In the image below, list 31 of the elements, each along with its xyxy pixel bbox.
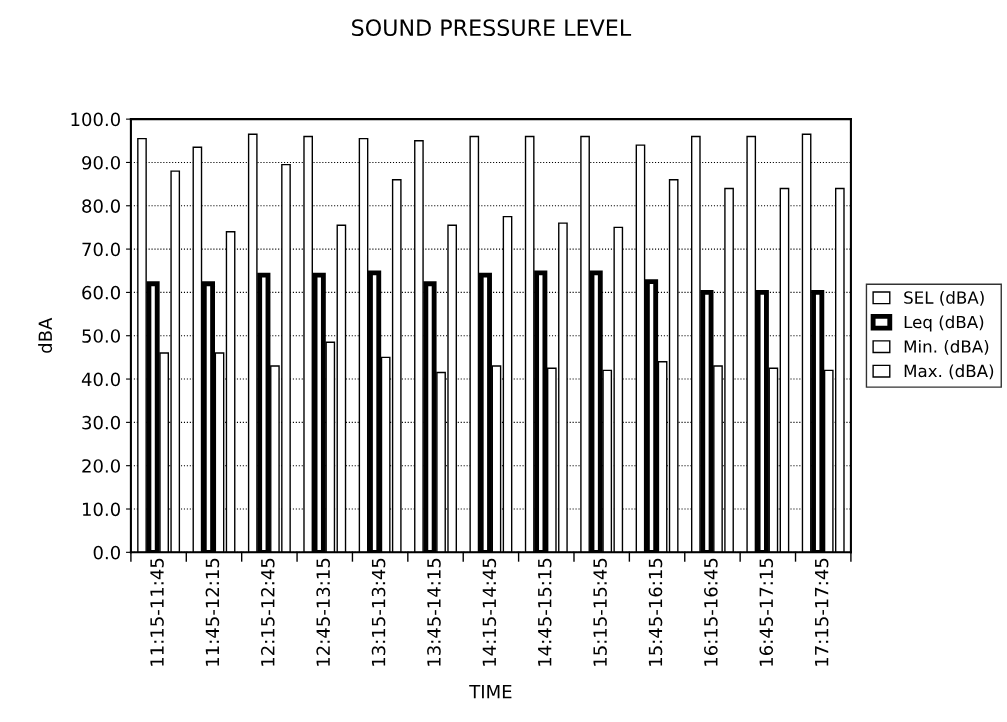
- y-tick-label: 20.0: [82, 459, 120, 473]
- y-tick-label: 10.0: [82, 502, 120, 517]
- legend-label: Max. (dBA): [904, 364, 994, 380]
- x-tick-label: 11:15-11:45: [150, 558, 164, 666]
- legend-label: Leq (dBA): [904, 315, 984, 332]
- y-axis-title: dBA: [38, 317, 53, 353]
- y-tick-label: 90.0: [82, 155, 120, 170]
- x-tick-label: 13:45-14:15: [427, 558, 441, 666]
- x-tick-label: 12:15-12:45: [260, 558, 275, 666]
- x-tick-label: 14:15-14:45: [482, 558, 497, 666]
- chart-title: SOUND PRESSURE LEVEL: [352, 19, 632, 37]
- y-tick-label: 40.0: [81, 372, 120, 387]
- y-tick-label: 30.0: [82, 415, 120, 430]
- x-tick-label: 15:15-15:45: [593, 558, 607, 666]
- x-tick-label: 16:15-16:45: [704, 558, 718, 666]
- x-tick-label: 12:45-13:15: [316, 558, 330, 666]
- legend-label: Min. (dBA): [904, 339, 989, 355]
- x-tick-label: 14:45-15:15: [538, 558, 552, 666]
- x-tick-label: 13:15-13:45: [371, 558, 386, 666]
- legend-label: SEL (dBA): [904, 290, 984, 306]
- y-tick-label: 70.0: [82, 242, 120, 257]
- y-tick-label: 80.0: [82, 199, 120, 213]
- y-tick-label: 50.0: [82, 329, 120, 343]
- y-tick-label: 0.0: [93, 545, 120, 560]
- y-tick-label: 100.0: [71, 112, 120, 127]
- x-tick-label: 11:45-12:15: [205, 558, 220, 666]
- x-tick-label: 17:15-17:45: [815, 558, 829, 666]
- x-tick-label: 16:45-17:15: [759, 558, 774, 666]
- y-tick-label: 60.0: [82, 285, 120, 300]
- x-axis-title: TIME: [469, 685, 512, 699]
- x-tick-label: 15:45-16:15: [648, 558, 663, 666]
